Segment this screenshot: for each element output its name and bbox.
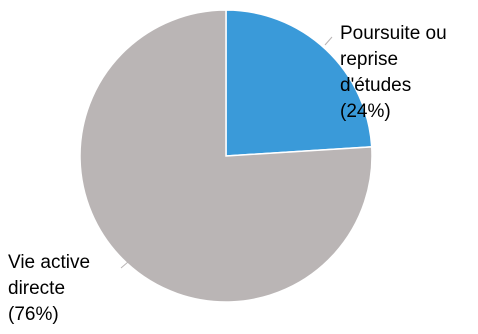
slice-label-1: Vie active directe (76%) bbox=[8, 252, 90, 325]
pie-slice-0 bbox=[225, 9, 373, 157]
pie-slice-1 bbox=[79, 9, 373, 303]
slice-label-1-line-1: directe bbox=[8, 278, 65, 299]
slice-label-0-line-0: Poursuite ou bbox=[340, 23, 447, 44]
slice-label-0-line-2: d'études bbox=[340, 75, 411, 96]
slice-label-1-line-0: Vie active bbox=[8, 252, 90, 273]
slice-label-0-line-1: reprise bbox=[340, 49, 398, 70]
slice-label-1-line-2: (76%) bbox=[8, 304, 59, 325]
slice-label-0-line-3: (24%) bbox=[340, 101, 391, 122]
slice-label-0: Poursuite ou reprise d'études (24%) bbox=[340, 23, 447, 122]
slice-labels: Poursuite ou reprise d'études (24%) Vie acti… bbox=[8, 23, 447, 325]
leader-line-1 bbox=[120, 261, 129, 269]
leader-line-0 bbox=[324, 36, 333, 46]
pie-slices bbox=[79, 9, 373, 303]
label-leader-lines bbox=[120, 36, 333, 269]
